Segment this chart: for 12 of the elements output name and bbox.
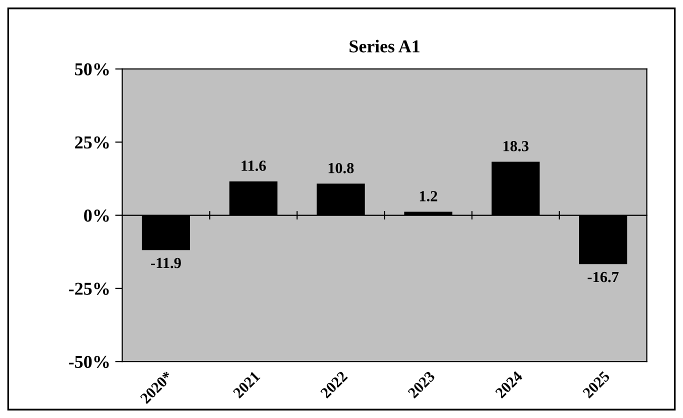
y-tick-label: -25%: [68, 282, 109, 295]
y-tick-label: 50%: [75, 63, 109, 76]
data-label: -16.7: [588, 272, 619, 282]
chart-title: Series A1: [350, 40, 420, 52]
data-label: 10.8: [328, 162, 354, 174]
y-tick-label: 0%: [84, 210, 109, 222]
data-label: 18.3: [504, 140, 529, 152]
y-tick-label: -50%: [68, 356, 109, 368]
data-label: 1.2: [420, 191, 438, 202]
y-tick-label: 25%: [75, 136, 109, 149]
data-label: -11.9: [151, 258, 181, 268]
data-label: 11.6: [242, 160, 266, 171]
